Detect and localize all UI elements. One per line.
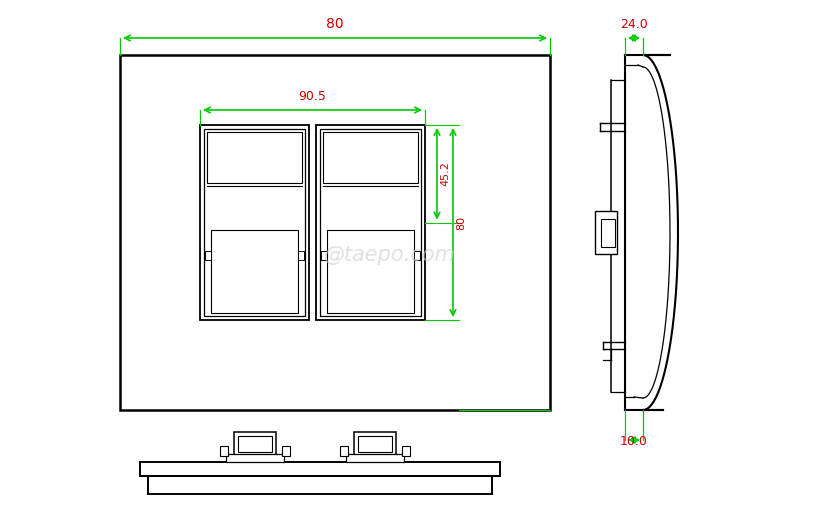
Bar: [234, 432, 276, 462]
Text: 80: 80: [326, 17, 344, 31]
Bar: [354, 432, 395, 462]
Bar: [204, 129, 304, 316]
Bar: [298, 251, 303, 260]
Bar: [327, 230, 414, 313]
Bar: [401, 446, 410, 456]
Bar: [120, 55, 549, 410]
Text: 45.2: 45.2: [440, 161, 450, 186]
Bar: [205, 251, 211, 260]
Bar: [316, 125, 425, 320]
Bar: [321, 251, 327, 260]
Bar: [220, 446, 227, 456]
Text: @taepo.com: @taepo.com: [324, 245, 456, 265]
Text: 80: 80: [456, 216, 466, 230]
Bar: [211, 230, 298, 313]
Bar: [323, 132, 417, 183]
Bar: [206, 132, 302, 183]
Text: 10.0: 10.0: [619, 435, 647, 448]
Bar: [148, 476, 492, 494]
Bar: [358, 436, 391, 452]
Bar: [140, 462, 499, 476]
Text: 24.0: 24.0: [619, 18, 647, 31]
Bar: [226, 454, 283, 462]
Bar: [600, 219, 614, 247]
Bar: [237, 436, 272, 452]
Text: 90.5: 90.5: [298, 90, 326, 103]
Bar: [282, 446, 289, 456]
Bar: [319, 129, 421, 316]
Bar: [339, 446, 348, 456]
Bar: [200, 125, 308, 320]
Bar: [345, 454, 404, 462]
Bar: [414, 251, 420, 260]
Bar: [594, 210, 616, 255]
